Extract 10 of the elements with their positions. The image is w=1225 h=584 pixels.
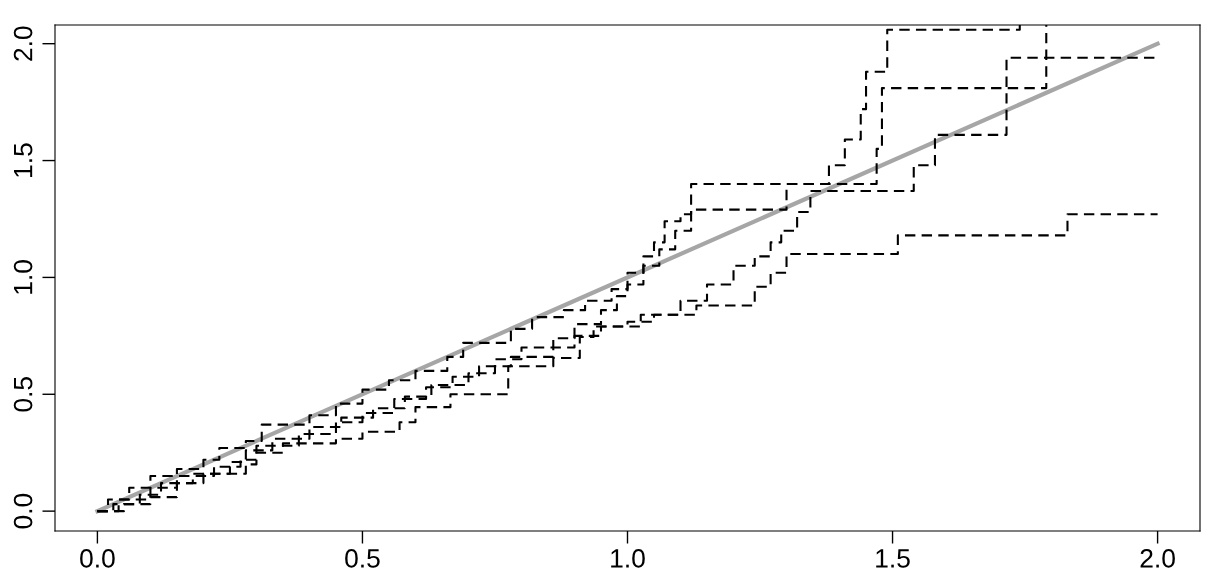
y-tick-label: 1.5 xyxy=(14,143,33,177)
x-tick-label: 0.5 xyxy=(345,549,380,568)
y-tick-label: 0.0 xyxy=(13,493,33,529)
x-tick-label: 0.0 xyxy=(80,549,115,568)
y-tick-label: 0.5 xyxy=(13,377,33,412)
x-tick-label: 1.0 xyxy=(611,549,645,568)
y-tick-label: 1.0 xyxy=(13,260,33,294)
x-tick-label: 1.5 xyxy=(876,549,910,568)
y-tick-label: 2.0 xyxy=(13,26,33,61)
x-tick-label: 2.0 xyxy=(1140,549,1175,568)
